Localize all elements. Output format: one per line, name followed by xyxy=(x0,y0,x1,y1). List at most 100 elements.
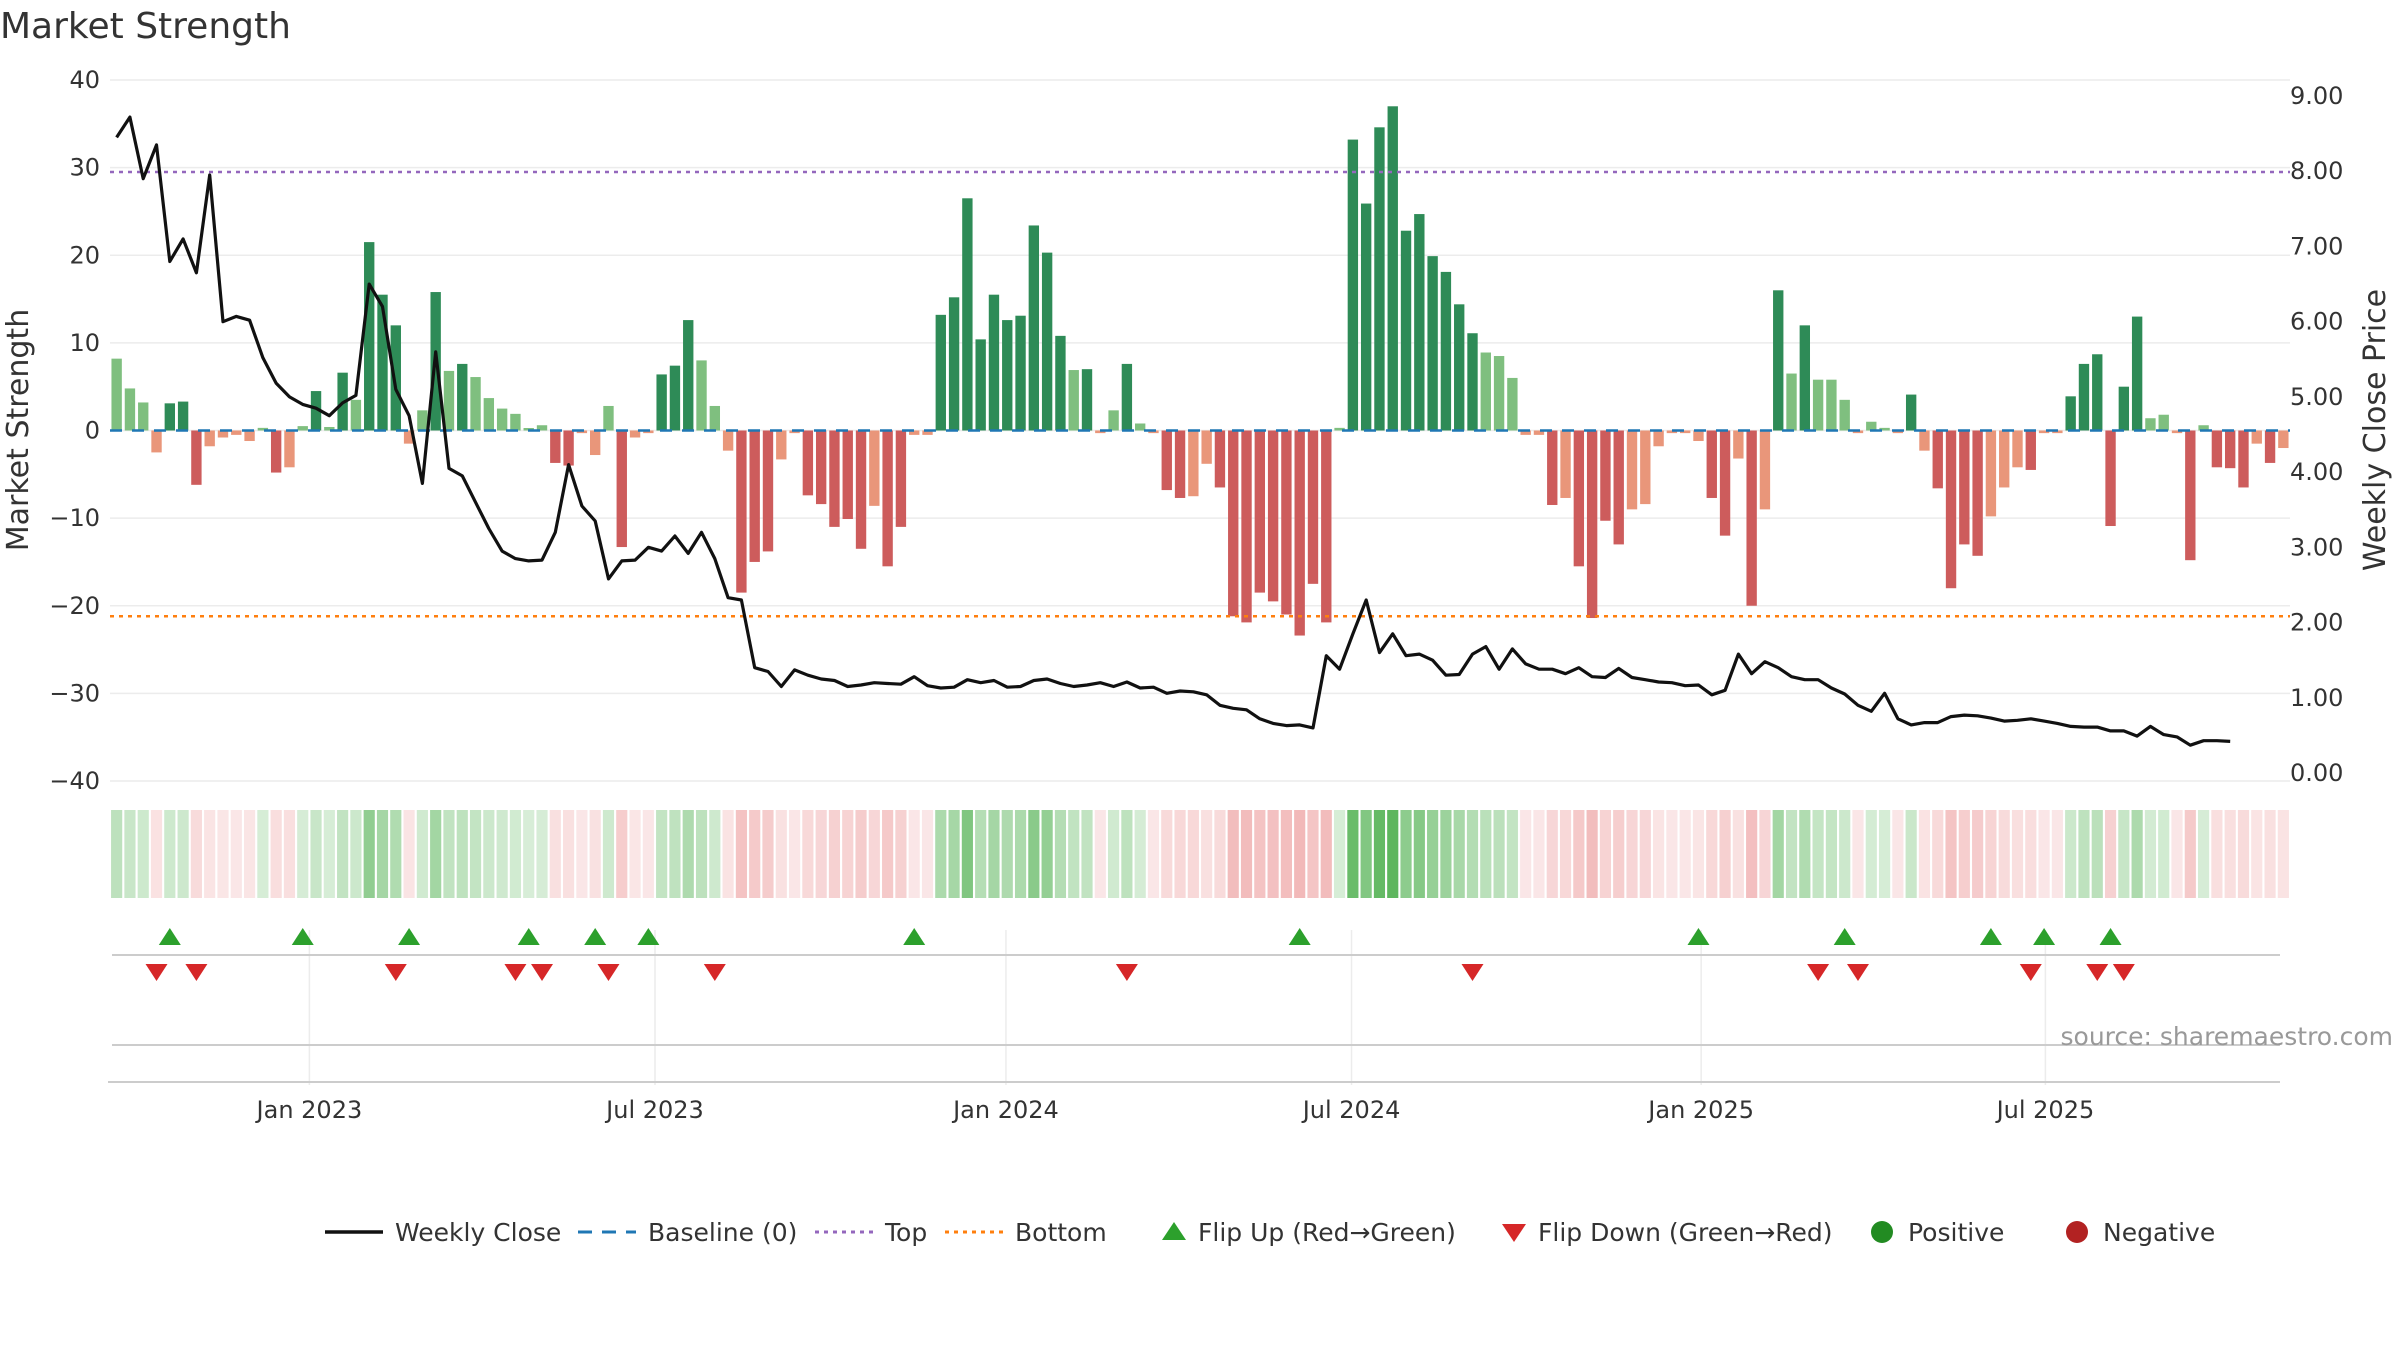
flip-down-marker xyxy=(185,964,208,981)
heat-cell xyxy=(2264,810,2276,898)
heat-cell xyxy=(204,810,216,898)
legend-label: Flip Up (Red→Green) xyxy=(1198,1218,1456,1247)
flip-up-marker xyxy=(2099,928,2122,945)
heat-cell xyxy=(1825,810,1837,898)
heat-cell xyxy=(350,810,362,898)
flip-down-marker xyxy=(1846,964,1869,981)
heat-cell xyxy=(1134,810,1146,898)
strength-bar xyxy=(1334,427,1345,431)
heat-cell xyxy=(1573,810,1585,898)
strength-bar xyxy=(1866,421,1877,431)
strength-bar xyxy=(895,430,907,527)
strength-bar xyxy=(297,426,308,431)
flip-up-marker xyxy=(158,928,181,945)
heat-cell xyxy=(775,810,787,898)
heat-cell xyxy=(1692,810,1705,898)
heat-cell xyxy=(1294,810,1306,898)
strength-bar xyxy=(1134,423,1146,431)
y-tick-right: 8.00 xyxy=(2290,157,2343,185)
x-tick-label: Jul 2024 xyxy=(1301,1096,1401,1124)
heat-cell xyxy=(855,810,867,898)
strength-bar xyxy=(1174,430,1186,498)
heat-cell xyxy=(935,810,947,898)
y-tick-left: 30 xyxy=(69,154,100,182)
heat-cell xyxy=(1679,810,1691,898)
heat-cell xyxy=(1559,810,1572,898)
strength-bar xyxy=(643,430,654,434)
heat-cell xyxy=(1639,810,1651,898)
heat-cell xyxy=(1094,810,1106,898)
heat-cell xyxy=(642,810,654,898)
heat-cell xyxy=(509,810,522,898)
strength-bar xyxy=(2092,354,2103,431)
strength-bar xyxy=(855,430,867,549)
strength-bar xyxy=(1666,430,1678,434)
strength-bar xyxy=(1640,430,1651,505)
heat-cell xyxy=(1613,810,1625,898)
strength-bar xyxy=(1773,290,1784,431)
flip-up-marker xyxy=(291,928,314,945)
heat-cell xyxy=(1280,810,1292,898)
strength-bar xyxy=(1028,225,1040,431)
strength-bar xyxy=(2025,430,2036,470)
strength-bar xyxy=(1454,304,1465,431)
strength-bar xyxy=(483,398,495,431)
heat-cell xyxy=(2277,810,2289,898)
heat-cell xyxy=(1254,810,1266,898)
heat-cell xyxy=(709,810,721,898)
heat-cell xyxy=(323,810,335,898)
heat-cell xyxy=(1932,810,1944,898)
strength-bar xyxy=(2224,430,2236,469)
heat-cell xyxy=(988,810,1000,898)
legend-label: Baseline (0) xyxy=(648,1218,797,1247)
heat-cell xyxy=(2118,810,2130,898)
heat-cell xyxy=(1014,810,1027,898)
x-tick-label: Jan 2023 xyxy=(255,1096,363,1124)
heat-cell xyxy=(1546,810,1558,898)
heat-cell xyxy=(2025,810,2037,898)
heat-cell xyxy=(1586,810,1598,898)
y-tick-right: 2.00 xyxy=(2290,609,2343,637)
heat-cell xyxy=(2144,810,2157,898)
heat-cell xyxy=(2224,810,2236,898)
strength-bar xyxy=(2185,430,2196,561)
flip-down-marker xyxy=(504,964,527,981)
heat-cell xyxy=(1506,810,1518,898)
strength-bar xyxy=(576,430,588,434)
y-tick-left: −10 xyxy=(49,504,100,532)
strength-bar xyxy=(909,430,920,435)
heat-cell xyxy=(363,810,375,898)
heat-cell xyxy=(2251,810,2263,898)
strength-bar xyxy=(589,430,601,456)
axes-layer: 40 30 20 10 0 −10 −20 −30 −40 9.00 8.00 7.00 6.00 5.0… xyxy=(1,66,2393,1124)
x-tick-label: Jan 2024 xyxy=(951,1096,1059,1124)
flip-down-marker xyxy=(597,964,620,981)
heat-cell xyxy=(842,810,854,898)
heat-cell xyxy=(1427,810,1439,898)
heat-cell xyxy=(616,810,628,898)
strength-bar xyxy=(1148,430,1159,434)
heat-cell xyxy=(2104,810,2117,898)
heat-cell xyxy=(177,810,189,898)
heat-cell xyxy=(1333,810,1346,898)
flip-markers xyxy=(108,928,2280,1083)
heat-cell xyxy=(961,810,973,898)
heat-cell xyxy=(469,810,482,898)
strength-bar xyxy=(350,399,362,431)
heat-cell xyxy=(1799,810,1811,898)
strength-bar xyxy=(802,430,814,496)
heat-cell xyxy=(828,810,841,898)
heat-cell xyxy=(1214,810,1226,898)
strength-bar xyxy=(1294,430,1305,636)
strength-bar xyxy=(1414,214,1425,431)
heat-cell xyxy=(1746,810,1758,898)
heat-cell xyxy=(1201,810,1213,898)
heat-cell xyxy=(164,810,176,898)
strength-bar xyxy=(1919,430,1930,451)
heat-cell xyxy=(1985,810,1997,898)
strength-bar xyxy=(124,388,136,431)
legend-label: Bottom xyxy=(1015,1218,1107,1247)
heat-cell xyxy=(788,810,801,898)
heat-cell xyxy=(1360,810,1372,898)
strength-bar xyxy=(2065,396,2076,431)
